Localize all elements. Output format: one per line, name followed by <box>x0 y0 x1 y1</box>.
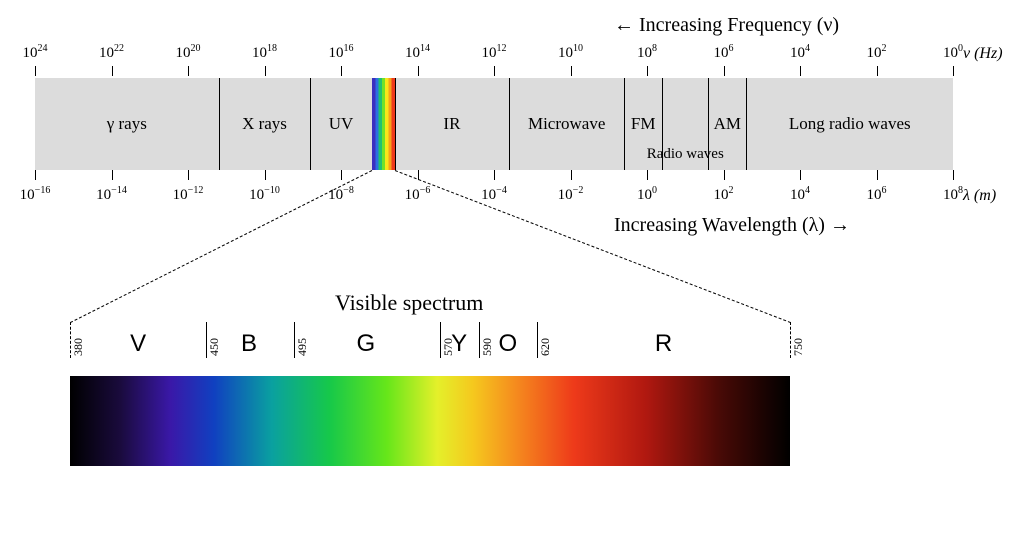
freq-tick-label: 106 <box>714 43 734 62</box>
freq-tick-label: 102 <box>867 43 887 62</box>
visible-color-label: V <box>130 330 146 358</box>
visible-gradient-bar <box>70 376 790 466</box>
wave-tick-label: 10−16 <box>20 185 51 204</box>
wave-tick <box>494 170 495 180</box>
freq-tick <box>953 66 954 76</box>
frequency-axis-unit: ν (Hz) <box>963 45 1003 63</box>
freq-tick-label: 108 <box>637 43 657 62</box>
visible-tick-label: 620 <box>538 338 553 356</box>
freq-tick <box>265 66 266 76</box>
visible-color-label: B <box>241 330 257 358</box>
wave-tick <box>647 170 648 180</box>
wave-tick-label: 102 <box>714 185 734 204</box>
band-divider <box>509 78 510 170</box>
freq-tick-label: 1020 <box>176 43 201 62</box>
freq-tick-label: 1022 <box>99 43 124 62</box>
freq-tick <box>112 66 113 76</box>
wave-tick <box>112 170 113 180</box>
freq-tick-label: 1010 <box>558 43 583 62</box>
wave-tick-label: 10−8 <box>328 185 354 204</box>
wave-tick-label: 106 <box>867 185 887 204</box>
freq-tick <box>188 66 189 76</box>
freq-tick <box>571 66 572 76</box>
freq-tick <box>494 66 495 76</box>
freq-tick-label: 100 <box>943 43 963 62</box>
visible-color-label: R <box>655 330 672 358</box>
freq-tick <box>800 66 801 76</box>
freq-tick <box>35 66 36 76</box>
visible-tick-label: 590 <box>480 338 495 356</box>
visible-stripe <box>372 78 395 170</box>
freq-tick <box>341 66 342 76</box>
wave-tick-label: 108 <box>943 185 963 204</box>
wave-tick-label: 10−2 <box>558 185 584 204</box>
band-label: Long radio waves <box>789 114 911 134</box>
band-label: FM <box>631 114 656 134</box>
wave-tick-label: 10−12 <box>173 185 204 204</box>
freq-tick <box>724 66 725 76</box>
freq-tick <box>647 66 648 76</box>
freq-tick-label: 1012 <box>482 43 507 62</box>
freq-tick-label: 1014 <box>405 43 430 62</box>
band-label: γ rays <box>107 114 147 134</box>
right-arrow-icon: → <box>830 214 850 236</box>
freq-tick-label: 104 <box>790 43 810 62</box>
wave-tick <box>571 170 572 180</box>
band-divider <box>219 78 220 170</box>
wave-tick <box>724 170 725 180</box>
visible-color-label: O <box>498 330 517 358</box>
visible-spectrum-title: Visible spectrum <box>335 290 483 316</box>
freq-tick-label: 1024 <box>23 43 48 62</box>
radio-waves-sublabel: Radio waves <box>647 146 724 163</box>
wave-tick <box>877 170 878 180</box>
visible-tick-label: 495 <box>295 338 310 356</box>
visible-tick-label: 380 <box>71 338 86 356</box>
left-arrow-icon: ← <box>614 14 634 36</box>
wave-tick <box>341 170 342 180</box>
freq-tick-label: 1018 <box>252 43 277 62</box>
visible-tick-label: 450 <box>207 338 222 356</box>
wavelength-direction-label: Increasing Wavelength (λ) → <box>614 214 850 237</box>
wave-tick <box>265 170 266 180</box>
band-label: UV <box>329 114 354 134</box>
wave-tick <box>953 170 954 180</box>
wave-tick-label: 10−6 <box>405 185 431 204</box>
wave-tick <box>188 170 189 180</box>
wave-tick <box>800 170 801 180</box>
freq-tick-label: 1016 <box>329 43 354 62</box>
wave-tick-label: 104 <box>790 185 810 204</box>
band-label: Microwave <box>528 114 605 134</box>
wave-tick-label: 100 <box>637 185 657 204</box>
freq-tick <box>418 66 419 76</box>
band-label: AM <box>714 114 741 134</box>
band-label: IR <box>443 114 460 134</box>
wave-tick-label: 10−14 <box>96 185 127 204</box>
band-divider <box>395 78 396 170</box>
band-divider <box>624 78 625 170</box>
freq-tick <box>877 66 878 76</box>
band-divider <box>310 78 311 170</box>
frequency-direction-label: ← Increasing Frequency (ν) <box>614 14 839 37</box>
band-divider <box>746 78 747 170</box>
wave-tick-label: 10−4 <box>481 185 507 204</box>
visible-tick-label: 750 <box>791 338 806 356</box>
wave-tick-label: 10−10 <box>249 185 280 204</box>
visible-color-label: G <box>356 330 375 358</box>
visible-color-label: Y <box>451 330 467 358</box>
em-spectrum-diagram: ← Increasing Frequency (ν) 1024 1022 1020 1… <box>0 0 1024 547</box>
wavelength-axis-unit: λ (m) <box>963 187 996 205</box>
band-label: X rays <box>242 114 287 134</box>
wave-tick <box>35 170 36 180</box>
